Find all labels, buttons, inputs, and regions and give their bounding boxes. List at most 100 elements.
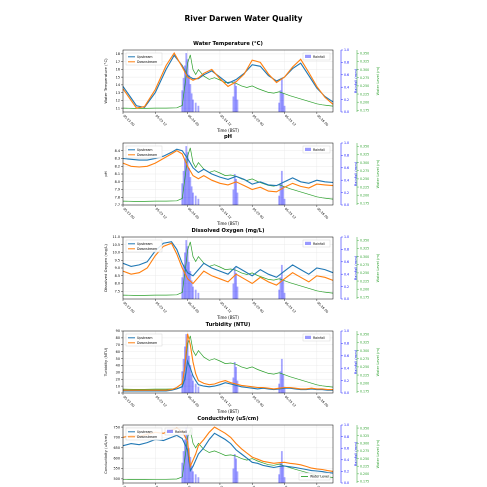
rainfall-bar [190, 280, 193, 299]
rainfall-bar [185, 334, 188, 393]
x-tick-label: 05-25 00 [252, 301, 265, 314]
rainfall-bar [188, 448, 190, 483]
level-tick-label: 0.200 [360, 472, 369, 476]
rainfall-legend: Rainfall [302, 52, 331, 61]
rainfall-bar [233, 174, 236, 205]
rainfall-bar [279, 462, 282, 483]
level-axis-label: Water Level (m) [376, 159, 380, 188]
rain-tick-label: 0.4 [344, 178, 349, 182]
series-line-downstream [123, 333, 333, 391]
level-tick-label: 0.225 [360, 92, 369, 96]
legend-label-upstream: Upstream [137, 430, 153, 434]
legend-label-upstream: Upstream [137, 55, 153, 59]
rainfall-bar [232, 189, 235, 205]
rainfall-bar [235, 366, 237, 393]
panel-title: Water Temperature (°C) [193, 41, 263, 47]
rainfall-bar [197, 105, 200, 112]
y-tick-label: 650 [114, 446, 120, 450]
y-tick-label: 11 [116, 106, 120, 110]
rainfall-bar [235, 178, 237, 205]
rainfall-bar [280, 170, 283, 205]
rain-tick-label: 1.0 [344, 235, 349, 239]
level-tick-label: 0.200 [360, 381, 369, 385]
level-tick-label: 0.175 [360, 390, 369, 394]
y-axis-label: Turbidity (NTU) [103, 347, 108, 377]
legend-label-rainfall: Rainfall [313, 242, 325, 246]
rain-tick-label: 0.0 [344, 481, 349, 485]
y-tick-label: 8.2 [115, 164, 120, 168]
level-axis-label: Water Level (m) [376, 439, 380, 468]
rainfall-bar [188, 167, 190, 205]
level-tick-label: 0.175 [360, 296, 369, 300]
rain-tick-label: 0.6 [344, 260, 349, 264]
level-tick-label: 0.225 [360, 279, 369, 283]
legend-box [302, 239, 331, 248]
x-tick-label: 05-24 12 [219, 301, 232, 314]
x-tick-label: 05-26 00 [316, 301, 329, 314]
x-tick-label: 05-23 00 [122, 395, 135, 408]
rainfall-bar [232, 96, 235, 112]
rain-tick-label: 0.0 [344, 391, 349, 395]
rainfall-bar [190, 93, 193, 112]
y-tick-label: 20 [116, 377, 120, 381]
rain-axis-label: Rainfall (mm) [354, 349, 358, 374]
rainfall-bar [278, 195, 281, 205]
level-tick-label: 0.175 [360, 480, 369, 484]
y-tick-label: 8.4 [115, 149, 120, 153]
rain-tick-label: 0.0 [344, 110, 349, 114]
y-tick-label: 9.0 [115, 266, 120, 270]
level-tick-label: 0.225 [360, 464, 369, 468]
y-axis-label: Dissolved Oxygen (mg/L) [103, 244, 108, 292]
rain-tick-label: 0.6 [344, 446, 349, 450]
x-tick-label: 05-23 00 [122, 114, 135, 127]
y-tick-label: 10.0 [112, 251, 120, 255]
rain-tick-label: 0.8 [344, 61, 349, 65]
rainfall-bar [194, 289, 197, 299]
level-tick-label: 0.325 [360, 247, 369, 251]
rain-tick-label: 0.2 [344, 285, 349, 289]
y-tick-label: 18 [116, 52, 120, 56]
panel-title: Conductivity (uS/cm) [197, 416, 258, 422]
rainfall-bar [184, 65, 186, 112]
y-tick-label: 7.9 [115, 188, 120, 192]
x-tick-label: 05-26 00 [316, 395, 329, 408]
level-tick-label: 0.325 [360, 434, 369, 438]
x-tick-label: 05-23 12 [155, 395, 168, 408]
x-tick-label: 05-25 12 [284, 395, 297, 408]
rainfall-bar [280, 264, 283, 299]
rainfall-bar [232, 283, 235, 299]
rainfall-bar [186, 152, 189, 205]
rainfall-bar [185, 53, 188, 112]
legend-box [302, 333, 331, 342]
series-line-downstream [122, 52, 334, 109]
y-tick-label: 7.5 [115, 289, 120, 293]
rainfall-bar [194, 474, 197, 483]
rainfall-bar [190, 374, 193, 393]
legend-label-rainfall: Rainfall [313, 148, 325, 152]
y-tick-label: 9.5 [115, 258, 120, 262]
level-tick-label: 0.325 [360, 153, 369, 157]
level-tick-label: 0.200 [360, 100, 369, 104]
rainfall-bar [282, 465, 285, 483]
y-tick-label: 16 [116, 68, 120, 72]
level-tick-label: 0.275 [360, 169, 369, 173]
rainfall-bar [282, 280, 285, 299]
rainfall-bar [283, 105, 286, 112]
y-tick-label: 8.0 [115, 282, 120, 286]
y-tick-label: 90 [116, 329, 120, 333]
y-tick-label: 10.5 [112, 243, 120, 247]
legend-label-upstream: Upstream [137, 336, 153, 340]
rainfall-bar [181, 90, 184, 112]
legend-label-level: Water Level [310, 475, 329, 479]
rain-tick-label: 0.8 [344, 342, 349, 346]
x-axis-label: Time (BST) [216, 221, 239, 226]
rainfall-bar [283, 386, 286, 393]
rainfall-bar [278, 102, 281, 112]
y-tick-label: 750 [114, 425, 120, 429]
legend-swatch-rainfall [167, 429, 173, 433]
x-tick-label: 05-25 00 [252, 114, 265, 127]
rain-tick-label: 1.0 [344, 48, 349, 52]
rainfall-bar [190, 186, 193, 205]
